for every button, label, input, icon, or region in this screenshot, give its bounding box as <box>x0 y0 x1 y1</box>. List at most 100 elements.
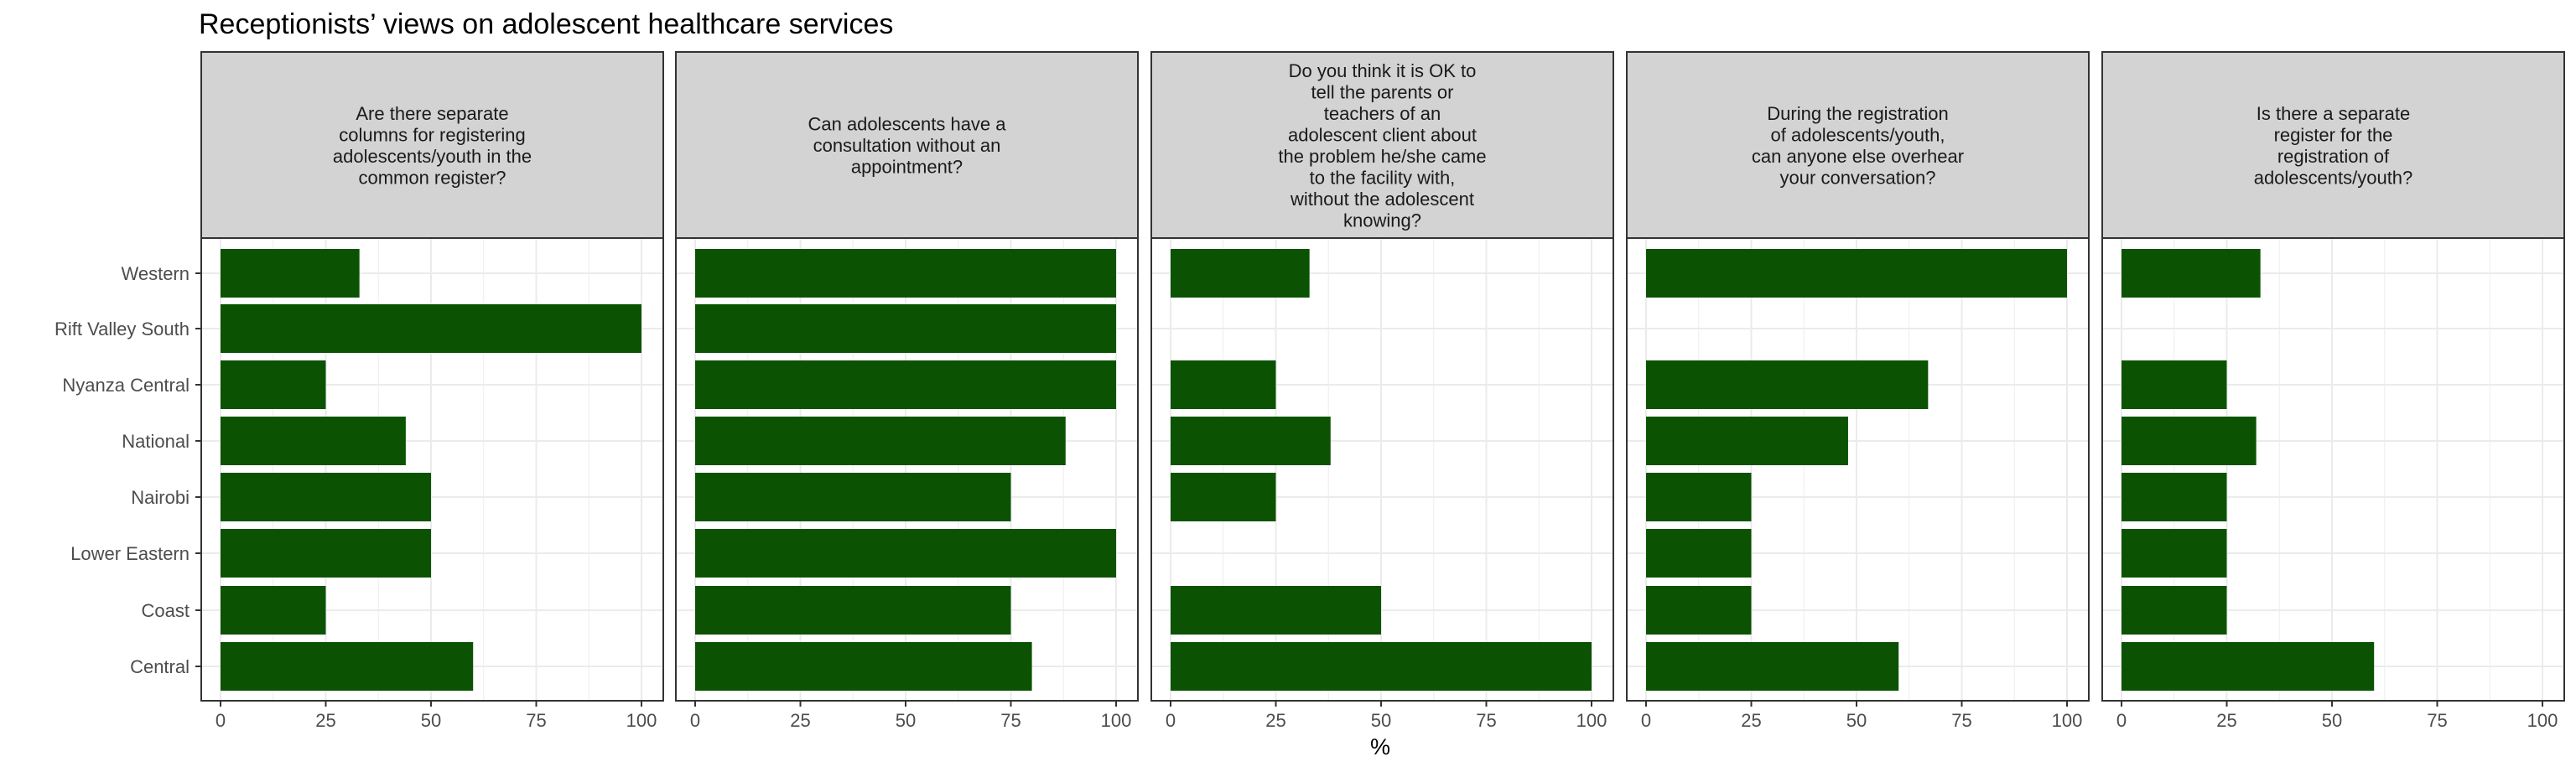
bar <box>1171 586 1381 635</box>
bar <box>221 249 360 298</box>
bar <box>1171 249 1310 298</box>
facet-strip-label: the problem he/she came <box>1278 146 1486 167</box>
bar <box>2122 360 2227 409</box>
bar <box>221 417 406 465</box>
x-tick-label: 100 <box>1101 710 1132 731</box>
x-tick-label: 0 <box>216 710 226 731</box>
bar <box>1646 360 1929 409</box>
facet-strip-label: teachers of an <box>1324 103 1441 124</box>
category-label: Central <box>130 656 190 677</box>
x-tick-label: 25 <box>1265 710 1285 731</box>
facet-strip-label: common register? <box>358 167 506 188</box>
bar <box>221 642 474 691</box>
bar <box>695 586 1011 635</box>
facet-strip-label: Is there a separate <box>2257 103 2410 124</box>
facet-strip-label: of adolescents/youth, <box>1771 124 1945 145</box>
facet-strip <box>2101 51 2565 239</box>
category-label: Rift Valley South <box>55 319 190 339</box>
bar <box>1171 473 1276 521</box>
facet-strip-label: Are there separate <box>356 103 508 124</box>
facet-strip-label: adolescents/youth? <box>2254 167 2413 188</box>
facet-strip-label: registration of <box>2277 146 2390 167</box>
x-tick-label: 50 <box>1846 710 1867 731</box>
facet-strip-label: register for the <box>2274 124 2393 145</box>
bar <box>1646 249 2067 298</box>
bar <box>695 360 1116 409</box>
x-tick-label: 25 <box>1741 710 1761 731</box>
facet-strip-label: Can adolescents have a <box>808 114 1006 135</box>
facet-strip-label: to the facility with, <box>1310 167 1456 188</box>
bar <box>1171 360 1276 409</box>
bar <box>695 642 1032 691</box>
x-tick-label: 25 <box>790 710 810 731</box>
facet-strip-label: Do you think it is OK to <box>1289 60 1477 81</box>
bar <box>221 473 431 521</box>
panel-border <box>2101 237 2565 702</box>
facet-strip-label: knowing? <box>1343 210 1421 231</box>
x-tick-label: 100 <box>2527 710 2558 731</box>
x-tick-label: 100 <box>626 710 657 731</box>
bar <box>2122 417 2257 465</box>
x-tick-label: 0 <box>1166 710 1176 731</box>
bar <box>2122 586 2227 635</box>
category-labels: Western Rift Valley South Nyanza Central Na… <box>55 263 201 677</box>
panel-border <box>675 237 1139 702</box>
bar <box>1646 586 1752 635</box>
x-tick-label: 50 <box>1371 710 1391 731</box>
facet-strip-label: columns for registering <box>339 124 526 145</box>
x-tick-label: 75 <box>526 710 546 731</box>
facet-strip-label: tell the parents or <box>1311 81 1454 102</box>
bar <box>1646 417 1848 465</box>
x-tick-label: 75 <box>1476 710 1496 731</box>
bar <box>695 249 1116 298</box>
x-tick-label: 75 <box>1000 710 1021 731</box>
x-tick-label: 50 <box>2322 710 2342 731</box>
bar <box>221 586 326 635</box>
bar <box>695 304 1116 353</box>
bar <box>1646 529 1752 578</box>
x-tick-label: 75 <box>1951 710 1971 731</box>
bar <box>2122 249 2261 298</box>
x-tick-label: 0 <box>2116 710 2127 731</box>
category-label: Nairobi <box>131 487 190 508</box>
bar <box>2122 529 2227 578</box>
facet-strip <box>1150 51 1614 239</box>
x-tick-label: 50 <box>896 710 916 731</box>
bar <box>695 529 1116 578</box>
x-tick-label: 100 <box>1576 710 1607 731</box>
category-label: Coast <box>142 600 190 621</box>
facet-strip-label: without the adolescent <box>1290 189 1474 210</box>
chart-title: Receptionists’ views on adolescent healt… <box>199 8 893 40</box>
x-tick-label: 75 <box>2427 710 2447 731</box>
x-tick-label: 0 <box>690 710 700 731</box>
bar <box>221 360 326 409</box>
category-label: Western <box>121 263 190 284</box>
panel-border <box>1626 237 2090 702</box>
facet-strip-label: can anyone else overhear <box>1752 146 1964 167</box>
x-tick-label: 25 <box>2216 710 2236 731</box>
bar <box>1646 473 1752 521</box>
panel-border <box>200 237 664 702</box>
facet-strip-label: consultation without an <box>813 135 1001 156</box>
bar <box>2122 473 2227 521</box>
bar <box>221 304 641 353</box>
category-label: Nyanza Central <box>62 375 190 396</box>
bar <box>1646 642 1899 691</box>
category-label: Lower Eastern <box>70 543 190 564</box>
facet-strip <box>675 51 1139 239</box>
facet-strip <box>200 51 664 239</box>
x-tick-label: 50 <box>421 710 441 731</box>
x-tick-label: 100 <box>2052 710 2083 731</box>
facet-strip-label: your conversation? <box>1780 167 1936 188</box>
bar <box>221 529 431 578</box>
bar <box>1171 642 1592 691</box>
x-tick-label: 25 <box>315 710 335 731</box>
bar <box>1171 417 1331 465</box>
bar <box>2122 642 2375 691</box>
panel-border <box>1150 237 1614 702</box>
facet-strip-label: appointment? <box>851 157 963 178</box>
